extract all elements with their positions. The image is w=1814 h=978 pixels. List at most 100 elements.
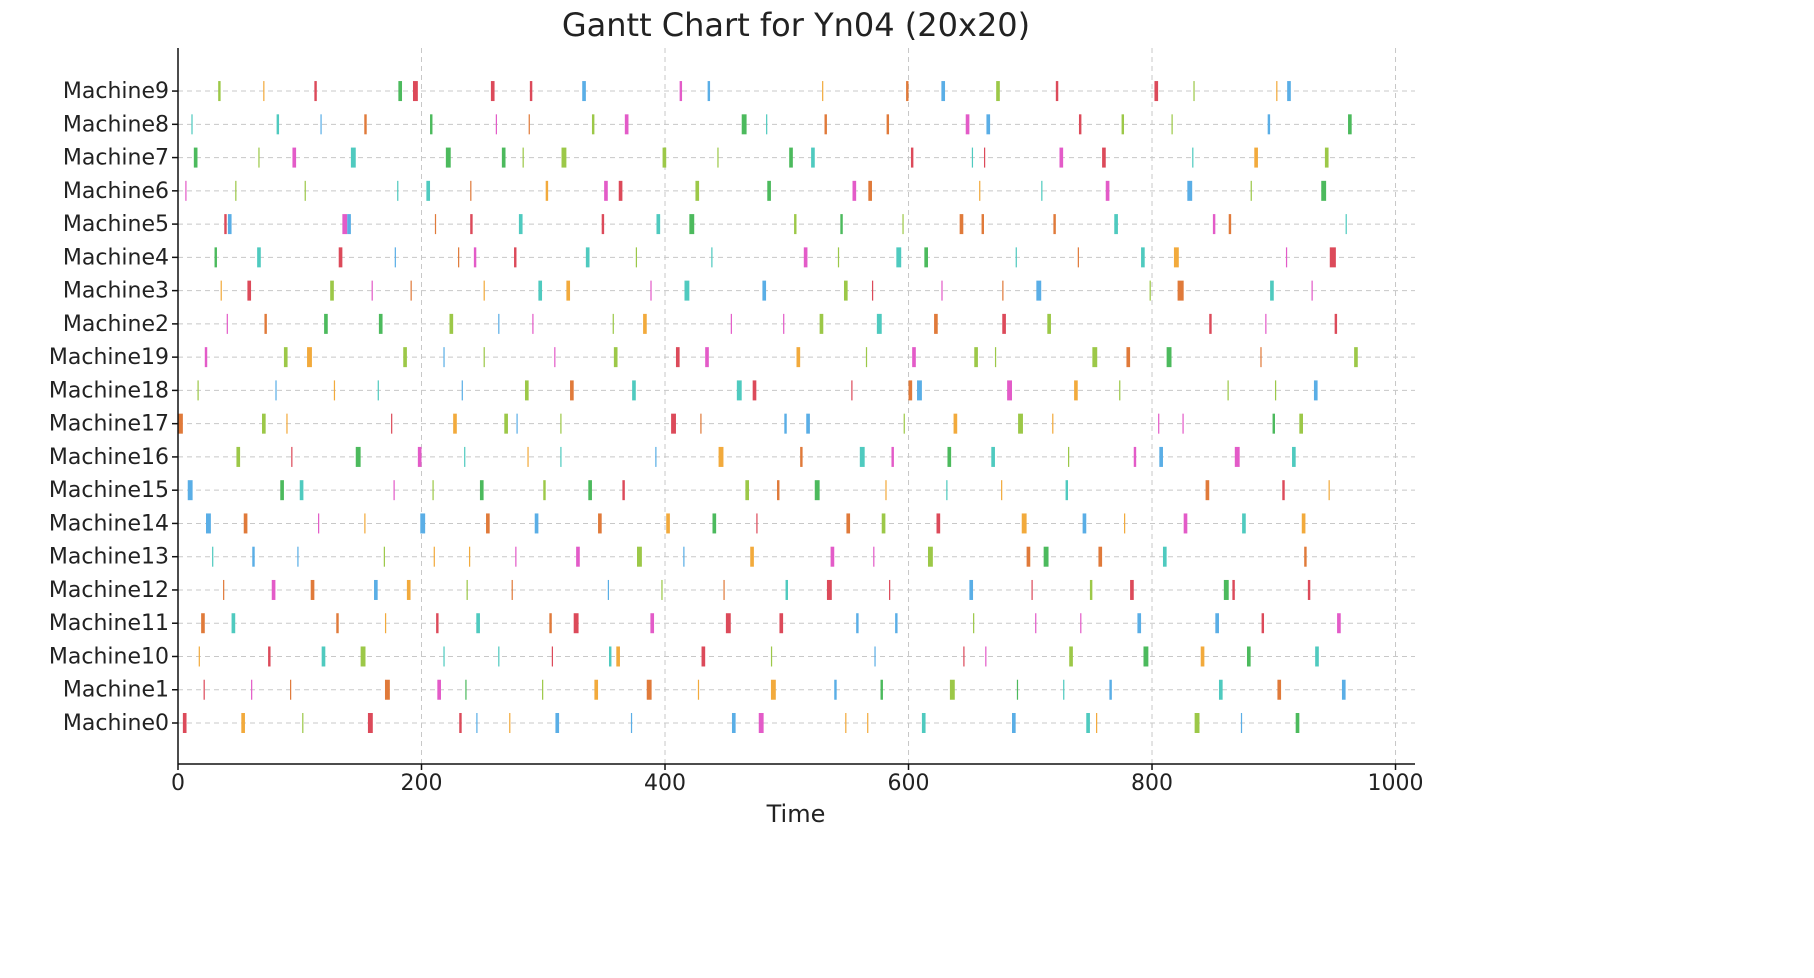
task-bar (717, 147, 719, 168)
task-bar (1089, 579, 1093, 600)
y-tick-label: Machine18 (49, 378, 169, 403)
task-bar (501, 147, 506, 168)
task-bar (1232, 579, 1235, 600)
y-tick-label: Machine19 (49, 345, 169, 370)
task-bar (367, 713, 373, 733)
task-bar (364, 513, 366, 534)
task-bar (622, 480, 625, 501)
task-bar (635, 247, 638, 268)
task-bar (803, 247, 808, 268)
task-bar (1069, 646, 1073, 667)
task-bar (443, 347, 445, 368)
task-bar (280, 480, 284, 501)
task-bar (522, 147, 524, 168)
y-tick-label: Machine6 (63, 179, 169, 204)
task-bar (433, 546, 435, 567)
task-bar (1016, 679, 1019, 700)
task-bar (1109, 679, 1112, 700)
task-bar (741, 114, 747, 135)
task-bar (338, 247, 343, 268)
task-bar (224, 214, 227, 235)
task-bar (1059, 147, 1064, 168)
task-bar (1205, 480, 1210, 501)
task-bar (953, 413, 958, 434)
task-bar (1265, 313, 1267, 334)
task-bar (1313, 380, 1318, 401)
task-bar (991, 446, 995, 467)
task-bar (655, 446, 657, 467)
task-bar (271, 579, 276, 600)
task-bar (1240, 713, 1243, 733)
task-bar (1092, 347, 1098, 368)
x-axis-label: Time (766, 800, 826, 828)
task-bar (1274, 380, 1277, 401)
task-bar (903, 413, 905, 434)
task-bar (871, 280, 874, 301)
task-bar (347, 214, 351, 235)
task-bar (212, 546, 214, 567)
task-bar (204, 347, 208, 368)
task-bar (959, 214, 964, 235)
task-bar (1137, 613, 1142, 634)
y-tick-label: Machine15 (49, 478, 169, 503)
task-bar (384, 613, 387, 634)
task-bar (560, 446, 562, 467)
task-bar (561, 147, 567, 168)
task-bar (350, 147, 356, 168)
x-tick-label: 1000 (1368, 771, 1424, 796)
task-bar (859, 446, 865, 467)
task-bar (1228, 214, 1232, 235)
task-bar (981, 214, 984, 235)
task-bar (588, 480, 592, 501)
task-bar (1348, 114, 1352, 135)
task-bar (426, 180, 431, 201)
task-bar (616, 646, 620, 667)
task-bar (1200, 646, 1205, 667)
task-bar (912, 347, 916, 368)
task-bar (1287, 81, 1291, 102)
task-bar (1212, 214, 1216, 235)
task-bar (1299, 413, 1303, 434)
task-bar (498, 646, 500, 667)
task-bar (1321, 180, 1327, 201)
task-bar (1324, 147, 1329, 168)
task-bar (1065, 480, 1069, 501)
task-bar (601, 214, 605, 235)
task-bar (941, 81, 946, 102)
task-bar (206, 513, 211, 534)
task-bar (371, 280, 373, 301)
task-bar (783, 313, 785, 334)
task-bar (1177, 280, 1184, 301)
task-bar (476, 713, 478, 733)
y-tick-label: Machine13 (49, 545, 169, 570)
task-bar (1166, 347, 1172, 368)
task-bar (1012, 713, 1016, 733)
task-bar (826, 579, 832, 600)
task-bar (1068, 446, 1070, 467)
task-bar (996, 81, 1000, 102)
task-bar (1021, 513, 1027, 534)
task-bar (1001, 480, 1003, 501)
x-tick-label: 400 (644, 771, 686, 796)
task-bar (1276, 81, 1278, 102)
task-bar (470, 180, 472, 201)
task-bar (679, 81, 683, 102)
task-bar (1301, 513, 1306, 534)
x-tick-label: 800 (1131, 771, 1173, 796)
task-bar (896, 247, 902, 268)
task-bar (1260, 347, 1262, 368)
task-bar (758, 713, 764, 733)
task-bar (917, 380, 922, 401)
task-bar (789, 147, 793, 168)
task-bar (1329, 247, 1336, 268)
task-bar (286, 413, 288, 434)
task-bar (1337, 613, 1341, 634)
task-bar (1295, 713, 1300, 733)
task-bar (971, 147, 974, 168)
task-bar (906, 81, 909, 102)
task-bar (516, 413, 518, 434)
task-bar (1082, 513, 1087, 534)
task-bar (542, 679, 544, 700)
task-bar (591, 114, 595, 135)
